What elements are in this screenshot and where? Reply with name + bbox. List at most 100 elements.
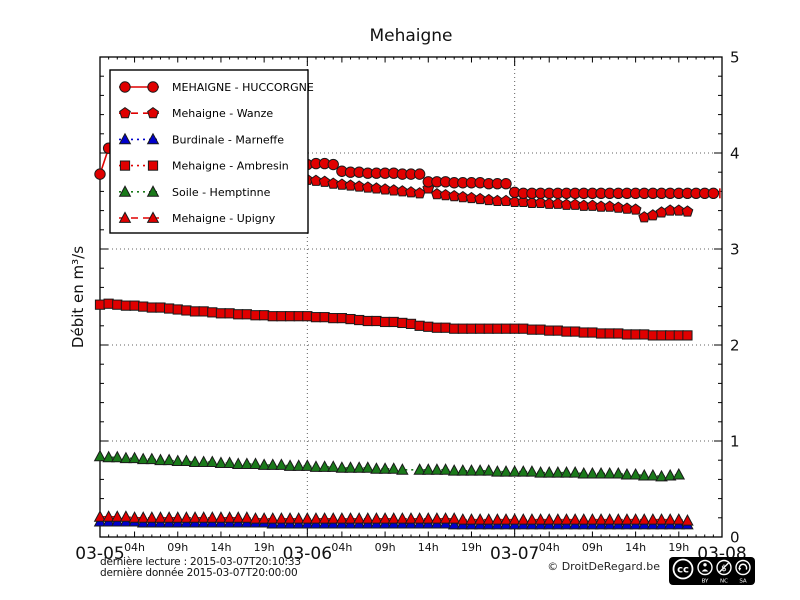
data-point — [638, 468, 651, 481]
data-point — [335, 512, 349, 524]
data-point — [119, 106, 131, 119]
data-point — [577, 513, 591, 525]
data-point — [517, 513, 530, 525]
data-point — [111, 510, 124, 522]
data-point — [672, 513, 686, 525]
data-point — [145, 511, 159, 523]
data-point — [345, 313, 356, 325]
last-data-text: dernière donnée 2015-03-07T20:00:00 — [100, 567, 298, 579]
data-point — [665, 330, 676, 341]
data-point — [180, 454, 193, 467]
data-point — [551, 466, 565, 478]
data-point — [223, 456, 236, 468]
data-point — [118, 185, 132, 197]
data-point — [118, 211, 132, 223]
data-point — [673, 330, 684, 341]
data-point — [102, 510, 115, 522]
data-point — [586, 199, 599, 211]
data-point — [352, 461, 366, 473]
data-point — [354, 314, 365, 326]
data-point — [439, 189, 452, 201]
data-point — [147, 160, 159, 171]
data-point — [197, 511, 210, 523]
data-point — [672, 204, 685, 216]
data-point — [447, 517, 461, 530]
data-point — [508, 513, 521, 525]
data-point — [145, 452, 159, 465]
data-point — [310, 312, 322, 323]
data-point — [456, 513, 470, 525]
x-hour-label: 19h — [254, 541, 275, 554]
data-point — [482, 513, 495, 525]
data-point — [517, 195, 530, 207]
data-point — [500, 178, 512, 190]
data-point — [414, 320, 425, 331]
data-point — [655, 469, 668, 482]
chart-title: Mehaigne — [369, 26, 453, 46]
data-point — [465, 191, 478, 204]
data-point — [603, 200, 616, 212]
data-point — [138, 301, 149, 312]
data-point — [362, 315, 373, 327]
data-point — [629, 467, 642, 480]
data-point — [430, 463, 444, 475]
x-hour-label: 09h — [167, 541, 188, 554]
data-point — [154, 453, 167, 466]
data-point — [198, 306, 209, 317]
data-point — [214, 456, 228, 468]
legend: MEHAIGNE - HUCCORGNE Mehaigne - Wanze Burd… — [109, 69, 314, 234]
data-point — [146, 211, 160, 223]
data-point — [233, 309, 244, 320]
data-point — [594, 513, 608, 525]
data-point — [544, 325, 555, 336]
x-day-label: 03-05 — [75, 544, 124, 564]
data-point — [119, 81, 131, 93]
y-tick-label: 4 — [730, 145, 740, 163]
data-point — [587, 327, 598, 338]
data-point — [413, 463, 426, 475]
data-point — [707, 187, 720, 200]
data-point — [629, 513, 642, 525]
data-point — [180, 511, 193, 523]
series-markers — [93, 449, 686, 482]
legend-label: Soile - Hemptinne — [172, 186, 271, 199]
data-point — [465, 464, 478, 476]
data-point — [430, 188, 443, 200]
data-point — [639, 329, 650, 340]
data-point — [361, 181, 374, 193]
data-point — [456, 464, 470, 476]
data-point — [534, 466, 547, 478]
legend-label: Mehaigne - Ambresin — [172, 160, 289, 173]
series-markers — [94, 298, 693, 341]
data-point — [327, 460, 340, 472]
data-point — [569, 198, 582, 210]
data-point — [500, 323, 512, 334]
legend-item-mehaigne-huccorgne: MEHAIGNE - HUCCORGNE — [119, 81, 314, 94]
data-point — [155, 302, 166, 313]
data-point — [327, 512, 340, 524]
legend-item-soile-hemptinne: Soile - Hemptinne — [118, 185, 271, 199]
y-tick-label: 5 — [730, 49, 740, 67]
data-point — [231, 511, 245, 523]
data-point — [335, 461, 349, 473]
data-point — [319, 312, 330, 323]
series-markers — [93, 510, 694, 526]
data-point — [378, 512, 392, 524]
nc-icon: $ — [716, 559, 732, 576]
data-point — [430, 512, 444, 524]
data-point — [129, 300, 140, 311]
data-point — [370, 182, 383, 194]
data-point — [223, 511, 236, 523]
data-point — [336, 313, 347, 324]
data-point — [620, 513, 634, 525]
data-point — [146, 302, 157, 313]
data-point — [578, 327, 589, 338]
data-point — [259, 310, 270, 321]
legend-item-mehaigne-upigny: Mehaigne - Upigny — [118, 211, 276, 225]
data-point — [682, 330, 693, 341]
data-point — [492, 323, 503, 334]
x-hour-label: 09h — [582, 541, 603, 554]
data-point — [181, 305, 192, 316]
data-point — [534, 196, 547, 208]
data-point — [431, 322, 443, 333]
